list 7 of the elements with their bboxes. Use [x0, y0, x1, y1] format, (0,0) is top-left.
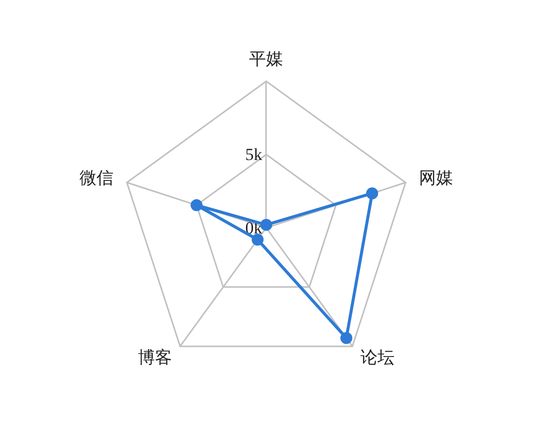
spoke-label: 博客: [138, 348, 172, 368]
spoke-label: 网媒: [418, 168, 453, 188]
spoke-label: 平媒: [249, 49, 284, 68]
y-tick-label: 5k: [245, 145, 263, 164]
spoke-label: 论坛: [360, 348, 395, 368]
spoke-label: 微信: [80, 168, 114, 188]
y-tick-label: 0k: [245, 218, 263, 238]
